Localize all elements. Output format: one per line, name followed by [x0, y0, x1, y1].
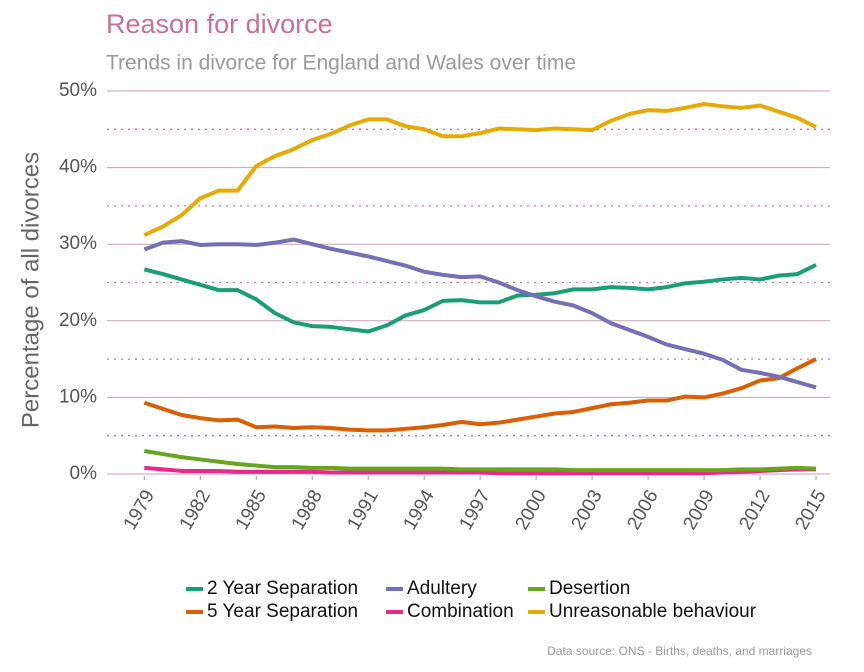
legend-label: 2 Year Separation: [207, 578, 358, 599]
y-tick-label: 40%: [59, 157, 97, 178]
legend-label: 5 Year Separation: [207, 601, 358, 622]
x-tick-label: 2000: [511, 487, 550, 534]
legend-label: Desertion: [549, 578, 630, 599]
y-tick-label: 50%: [59, 80, 97, 101]
y-tick-label: 20%: [59, 310, 97, 331]
caption: Data source: ONS - Births, deaths, and m…: [547, 644, 812, 658]
series-line: [143, 102, 817, 237]
x-tick-label: 1997: [456, 487, 495, 534]
x-tick-label: 1991: [344, 487, 383, 534]
x-tick-label: 1985: [232, 487, 271, 534]
x-tick-label: 2015: [791, 487, 830, 534]
chart-title: Reason for divorce: [106, 9, 333, 39]
series-line: [143, 237, 817, 390]
x-tick-label: 1982: [176, 487, 215, 534]
legend-label: Adultery: [407, 578, 477, 599]
x-tick-label: 2012: [735, 487, 774, 534]
y-tick-label: 30%: [59, 233, 97, 254]
y-tick-label: 0%: [70, 463, 98, 484]
y-tick-label: 10%: [59, 386, 97, 407]
y-axis-label: Percentage of all divorces: [17, 152, 44, 428]
legend-label: Combination: [407, 601, 514, 622]
x-tick-label: 1994: [400, 486, 440, 533]
series-line: [143, 357, 817, 433]
legend-label: Unreasonable behaviour: [549, 601, 757, 622]
series-line: [143, 263, 817, 334]
chart-subtitle: Trends in divorce for England and Wales …: [106, 52, 576, 75]
x-tick-label: 2009: [679, 487, 718, 534]
x-tick-label: 1979: [120, 487, 159, 534]
series-line: [144, 465, 817, 476]
series-line: [143, 449, 817, 473]
x-tick-label: 1988: [288, 487, 327, 534]
x-tick-label: 2003: [567, 487, 606, 534]
x-tick-label: 2006: [623, 487, 662, 534]
